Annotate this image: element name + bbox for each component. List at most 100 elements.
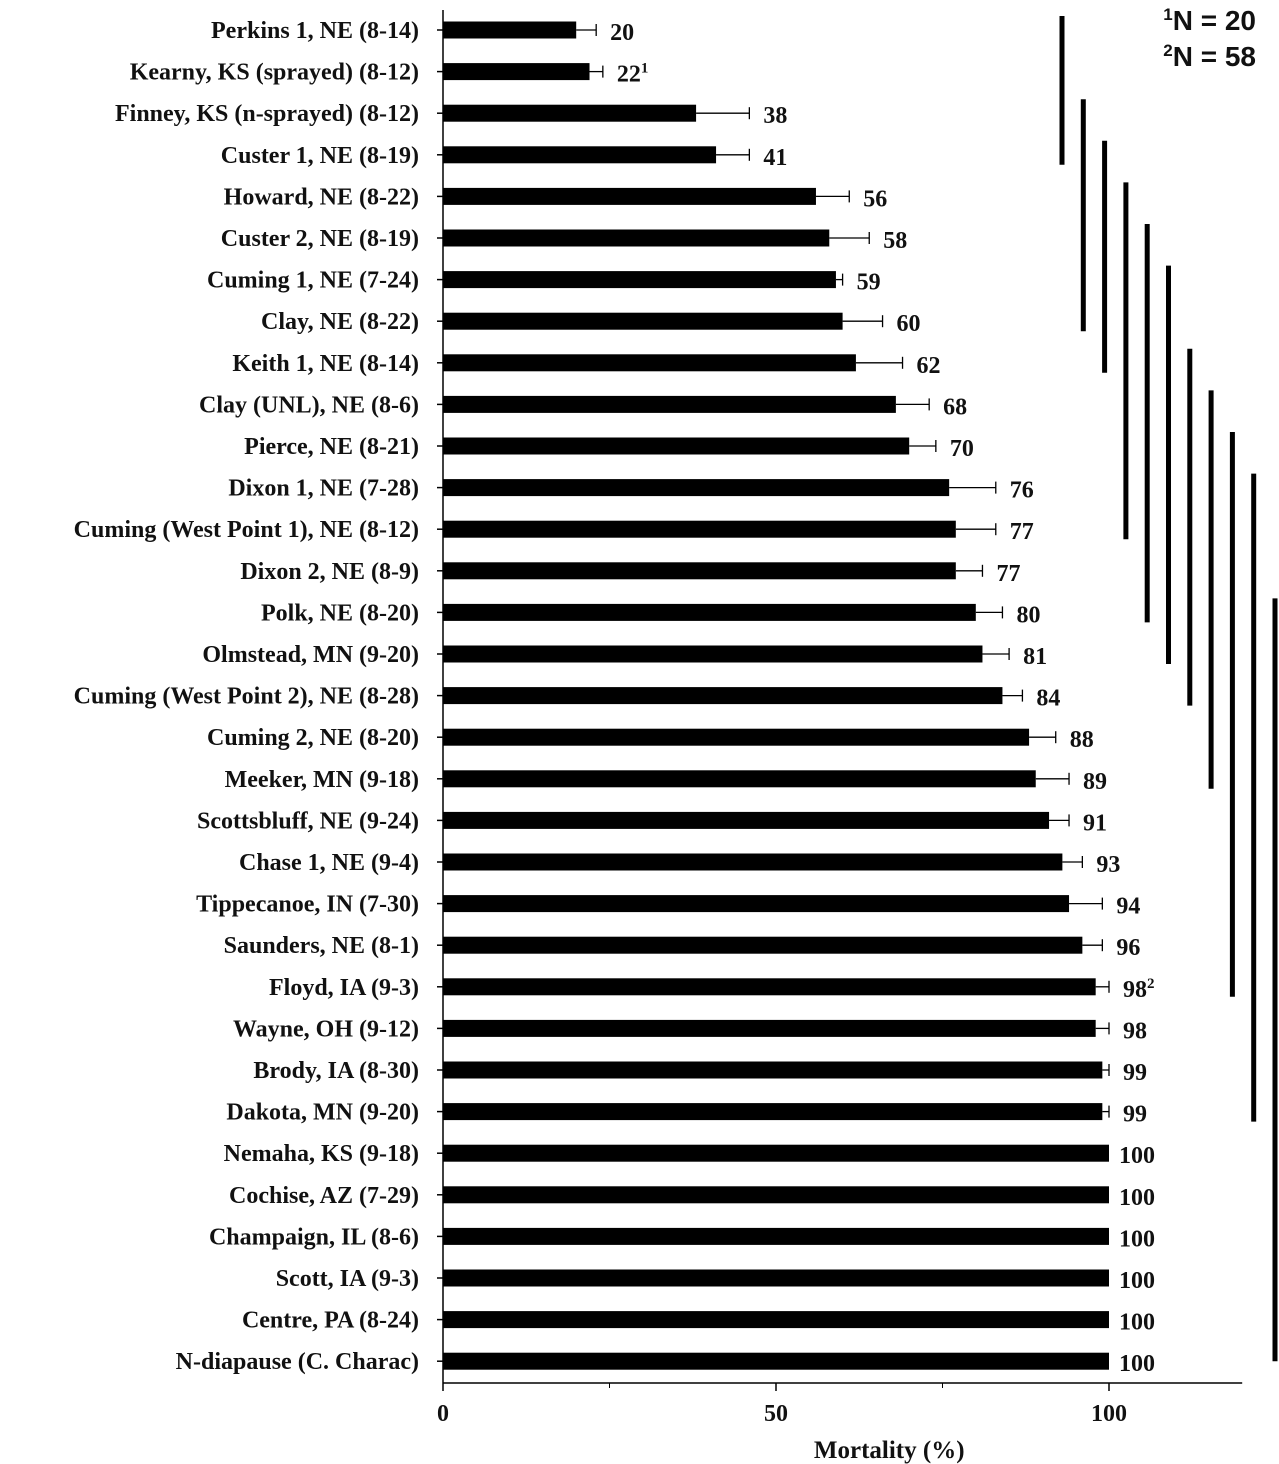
value-number: 76 [1010, 478, 1034, 504]
value-number: 81 [1023, 644, 1047, 670]
value-label: 59 [857, 270, 881, 296]
value-label: 20 [610, 20, 634, 46]
bar [443, 354, 856, 372]
value-label: 89 [1083, 769, 1107, 795]
bar [443, 1227, 1109, 1245]
category-label: Chase 1, NE (9-4) [239, 850, 419, 876]
category-label: Dakota, MN (9-20) [226, 1100, 419, 1126]
value-number: 62 [917, 353, 941, 379]
value-label: 98 [1123, 1018, 1147, 1044]
value-label: 100 [1119, 1310, 1155, 1336]
category-label: Keith 1, NE (8-14) [232, 351, 419, 377]
value-number: 70 [950, 436, 974, 462]
value-label: 76 [1010, 478, 1034, 504]
value-label: 77 [1010, 519, 1034, 545]
labels-layer: Perkins 1, NE (8-14) 20 Kearny, KS (spraye… [74, 18, 1155, 1377]
value-label: 56 [863, 186, 887, 212]
significance-groups-layer [1059, 16, 1278, 1362]
value-label: 99 [1123, 1060, 1147, 1086]
value-number: 100 [1119, 1143, 1155, 1169]
category-label: Scottsbluff, NE (9-24) [197, 808, 419, 834]
bar [443, 936, 1083, 954]
value-number: 22 [617, 62, 641, 88]
bar [443, 271, 836, 289]
value-number: 100 [1119, 1310, 1155, 1336]
category-label: Wayne, OH (9-12) [233, 1016, 419, 1042]
bar [443, 312, 843, 330]
value-label: 93 [1096, 852, 1120, 878]
value-label: 100 [1119, 1226, 1155, 1252]
value-number: 20 [610, 20, 634, 46]
value-label: 60 [897, 311, 921, 337]
category-label: N-diapause (C. Charac) [176, 1349, 419, 1375]
bar [443, 562, 956, 580]
category-label: Saunders, NE (8-1) [224, 933, 419, 959]
bar [443, 1269, 1109, 1287]
bar [443, 728, 1030, 746]
value-label: 94 [1116, 894, 1140, 920]
value-label: 84 [1036, 686, 1060, 712]
bar [443, 1061, 1103, 1079]
category-label: Cuming 1, NE (7-24) [207, 268, 419, 294]
x-axis-ticks: 0 50 100 [437, 1383, 1127, 1427]
bar [443, 687, 1003, 705]
value-label: 96 [1116, 935, 1140, 961]
category-label: Pierce, NE (8-21) [244, 434, 419, 460]
category-label: Brody, IA (8-30) [253, 1058, 419, 1084]
value-number: 88 [1070, 727, 1094, 753]
note-text: N = 58 [1173, 41, 1256, 72]
bar [443, 645, 983, 663]
category-label: Howard, NE (8-22) [224, 184, 419, 210]
value-label: 100 [1119, 1268, 1155, 1294]
value-number: 98 [1123, 977, 1147, 1003]
value-number: 94 [1116, 894, 1140, 920]
category-label: Meeker, MN (9-18) [225, 767, 419, 793]
bar [443, 895, 1070, 913]
value-number: 100 [1119, 1351, 1155, 1377]
value-label: 38 [763, 103, 787, 129]
value-number: 77 [996, 561, 1020, 587]
category-label: Cochise, AZ (7-29) [229, 1183, 419, 1209]
value-number: 68 [943, 394, 967, 420]
value-number: 100 [1119, 1268, 1155, 1294]
note-superscript: 1 [1163, 5, 1172, 24]
value-label: 80 [1016, 602, 1040, 628]
value-number: 38 [763, 103, 787, 129]
sample-size-note: 2N = 58 [1163, 41, 1256, 72]
value-number: 100 [1119, 1185, 1155, 1211]
value-number: 84 [1036, 686, 1060, 712]
bar [443, 21, 577, 39]
category-label: Custer 1, NE (8-19) [221, 143, 419, 169]
bar [443, 853, 1063, 871]
value-number: 93 [1096, 852, 1120, 878]
bar [443, 1311, 1109, 1329]
value-number: 100 [1119, 1226, 1155, 1252]
bar [443, 603, 976, 621]
value-label: 100 [1119, 1351, 1155, 1377]
value-label: 81 [1023, 644, 1047, 670]
value-superscript: 1 [641, 61, 649, 77]
bar [443, 187, 816, 205]
value-label: 100 [1119, 1143, 1155, 1169]
value-label: 99 [1123, 1102, 1147, 1128]
bar [443, 479, 950, 497]
bar [443, 811, 1050, 829]
value-number: 96 [1116, 935, 1140, 961]
category-label: Custer 2, NE (8-19) [221, 226, 419, 252]
bar [443, 1019, 1096, 1037]
value-number: 98 [1123, 1018, 1147, 1044]
x-tick-label: 0 [437, 1401, 449, 1427]
value-number: 58 [883, 228, 907, 254]
value-number: 77 [1010, 519, 1034, 545]
value-label: 100 [1119, 1185, 1155, 1211]
category-label: Cuming (West Point 1), NE (8-12) [74, 517, 419, 543]
bar [443, 1144, 1109, 1162]
value-number: 60 [897, 311, 921, 337]
value-number: 41 [763, 145, 787, 171]
bar [443, 146, 717, 164]
x-axis-label: Mortality (%) [814, 1437, 965, 1464]
category-label: Floyd, IA (9-3) [269, 975, 419, 1001]
bar [443, 1186, 1109, 1204]
category-label: Nemaha, KS (9-18) [224, 1141, 419, 1167]
